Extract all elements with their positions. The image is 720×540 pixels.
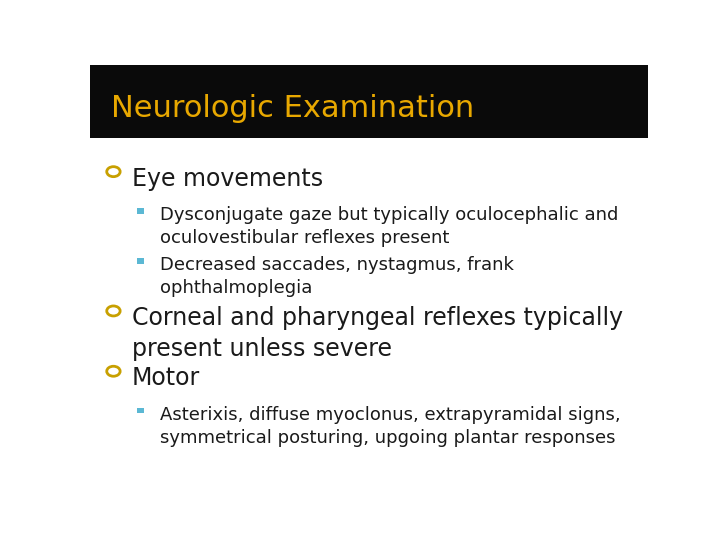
FancyBboxPatch shape <box>137 258 144 264</box>
Text: Asterixis, diffuse myoclonus, extrapyramidal signs,
symmetrical posturing, upgoi: Asterixis, diffuse myoclonus, extrapyram… <box>160 406 621 447</box>
Text: Decreased saccades, nystagmus, frank
ophthalmoplegia: Decreased saccades, nystagmus, frank oph… <box>160 256 513 297</box>
FancyBboxPatch shape <box>90 65 648 138</box>
FancyBboxPatch shape <box>137 408 144 414</box>
Text: Corneal and pharyngeal reflexes typically
present unless severe: Corneal and pharyngeal reflexes typicall… <box>132 306 623 361</box>
FancyBboxPatch shape <box>137 208 144 214</box>
Text: Motor: Motor <box>132 366 200 390</box>
Text: Neurologic Examination: Neurologic Examination <box>111 94 474 123</box>
Text: Dysconjugate gaze but typically oculocephalic and
oculovestibular reflexes prese: Dysconjugate gaze but typically oculocep… <box>160 206 618 247</box>
Text: Eye movements: Eye movements <box>132 167 323 191</box>
